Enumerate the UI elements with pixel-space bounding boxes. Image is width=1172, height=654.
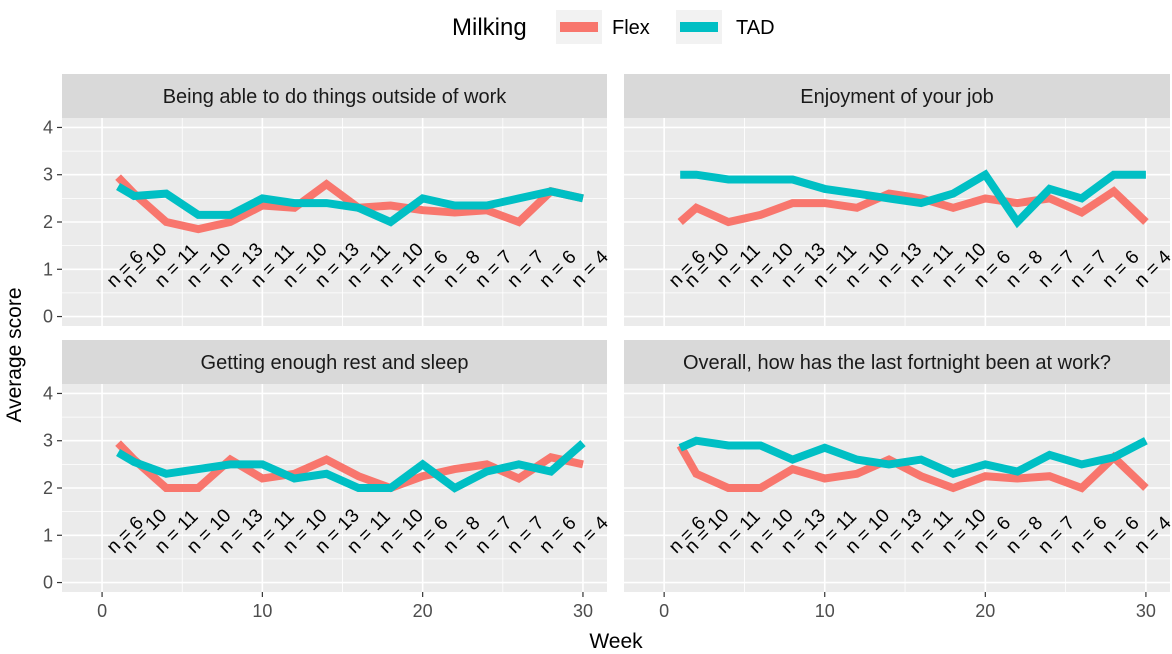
y-tick-label: 1 [43,259,53,279]
x-axis-tick-labels: 0 10 20 30 0 10 20 30 [97,592,1156,621]
y-axis-tick-labels: 0 1 2 3 4 0 1 2 3 4 [43,117,62,593]
y-tick-label: 2 [43,478,53,498]
x-tick-label: 10 [815,601,835,621]
legend: Milking Flex TAD [452,10,775,44]
legend-label-flex: Flex [612,17,650,39]
panel-title: Getting enough rest and sleep [201,352,469,374]
x-tick-label: 0 [97,601,107,621]
x-tick-label: 0 [659,601,669,621]
y-tick-label: 4 [43,383,53,403]
y-tick-label: 0 [43,573,53,593]
series-line-tad [116,440,586,493]
panel-title: Enjoyment of your job [800,86,993,108]
x-tick-label: 30 [1136,601,1156,621]
y-tick-label: 2 [43,212,53,232]
panel-1: Being able to do things outside of workn… [62,74,613,326]
y-tick-label: 0 [43,307,53,327]
x-tick-label: 10 [252,601,272,621]
panel-title: Overall, how has the last fortnight been… [683,352,1111,374]
series-line-tad [116,183,584,227]
series-line-tad [678,436,1148,479]
y-tick-label: 3 [43,431,53,451]
legend-label-tad: TAD [736,17,775,39]
x-axis-title: Week [589,630,643,653]
x-tick-label: 20 [975,601,995,621]
panel-strip [62,340,607,384]
panel-strip [62,74,607,118]
series-line-flex [115,174,584,234]
panels: Being able to do things outside of workn… [62,74,1172,592]
series-line-flex [676,443,1149,493]
series-line-tad [680,169,1146,229]
x-tick-label: 20 [413,601,433,621]
x-tick-label: 30 [573,601,593,621]
panel-strip [624,74,1170,118]
y-tick-label: 4 [43,117,53,137]
panel-4: Overall, how has the last fortnight been… [624,340,1172,592]
legend-title: Milking [452,14,527,41]
y-axis-title: Average score [3,287,26,422]
panel-title: Being able to do things outside of work [163,86,508,108]
y-tick-label: 1 [43,525,53,545]
y-tick-label: 3 [43,165,53,185]
panel-strip [624,340,1170,384]
series-line-flex [677,186,1149,227]
